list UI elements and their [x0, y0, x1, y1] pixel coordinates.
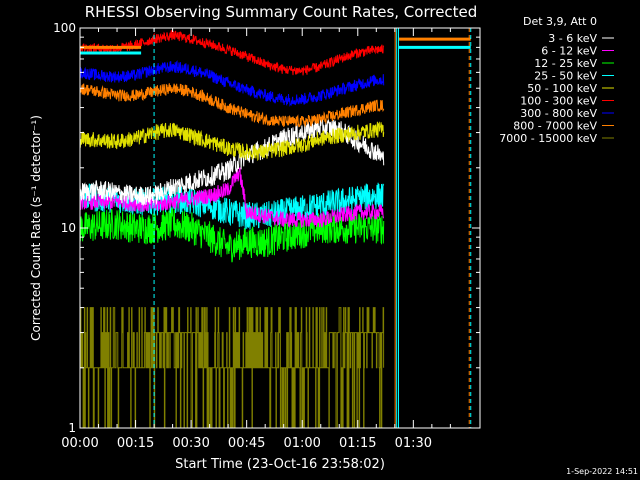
series-line-12-25-kev: [79, 206, 385, 263]
legend-label: 50 - 100 keV: [527, 82, 597, 95]
series-line-100-300-kev: [79, 30, 385, 76]
y-tick-label: 10: [61, 221, 76, 235]
legend-label: 3 - 6 keV: [548, 32, 597, 45]
series-line-300-800-kev: [79, 60, 385, 107]
x-tick-label: 00:00: [61, 436, 98, 451]
y-tick-label: 1: [68, 421, 76, 435]
legend-label: 6 - 12 keV: [541, 45, 597, 58]
x-tick-label: 01:00: [283, 436, 320, 451]
legend-label: 100 - 300 keV: [520, 95, 597, 108]
footer-timestamp: 1-Sep-2022 14:51: [566, 467, 638, 476]
y-tick-label: 100: [53, 21, 76, 35]
legend-label: 800 - 7000 keV: [513, 120, 597, 133]
series-layer: [79, 30, 471, 429]
legend-label: 300 - 800 keV: [520, 107, 597, 120]
legend-label: 12 - 25 keV: [534, 57, 597, 70]
x-axis-label: Start Time (23-Oct-16 23:58:02): [175, 457, 385, 472]
legend-title: Det 3,9, Att 0: [523, 15, 597, 28]
axes: 00:00 00:15 00:30 00:45 01:00 01:15 01:30 1 10 10…: [53, 21, 480, 451]
series-line-6-12-kev: [79, 167, 385, 229]
x-tick-label: 00:15: [117, 436, 154, 451]
series-line-800-7000-kev: [79, 83, 385, 128]
x-tick-label: 01:15: [339, 436, 376, 451]
x-tick-label: 01:30: [395, 436, 432, 451]
y-axis-label: Corrected Count Rate (s⁻¹ detector⁻¹): [29, 115, 43, 341]
chart-title: RHESSI Observing Summary Count Rates, Co…: [85, 3, 478, 21]
legend-label: 7000 - 15000 keV: [499, 132, 597, 145]
x-tick-label: 00:30: [172, 436, 209, 451]
legend-label: 25 - 50 keV: [534, 70, 597, 83]
series-line-50-100-kev: [79, 121, 385, 162]
x-tick-label: 00:45: [228, 436, 265, 451]
series-line-7000-15000-kev: [79, 307, 385, 429]
